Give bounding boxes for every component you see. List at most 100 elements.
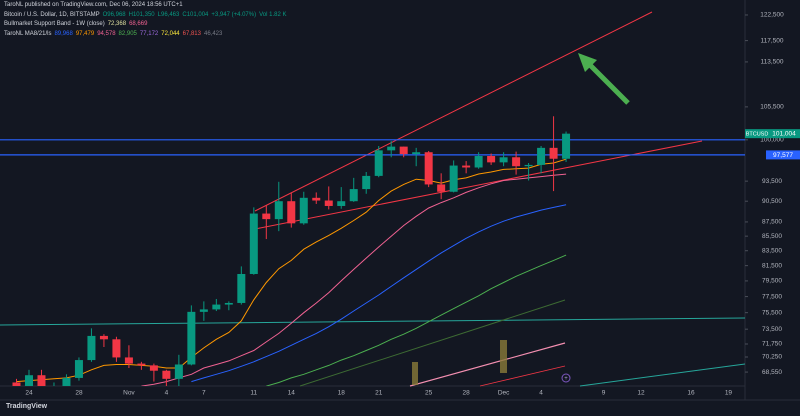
x-tick-label: 28 bbox=[463, 390, 471, 397]
candle-body bbox=[362, 175, 371, 190]
trend-line bbox=[254, 11, 653, 212]
candle-body bbox=[274, 201, 283, 220]
candle-body bbox=[212, 304, 221, 310]
candle-body bbox=[299, 197, 308, 224]
candle-body bbox=[337, 201, 346, 206]
price-tag-symbol: BTCUSD bbox=[746, 131, 769, 137]
y-tick-label: 87,500 bbox=[762, 219, 782, 226]
ma-line bbox=[191, 204, 567, 383]
candle-body bbox=[87, 335, 96, 361]
ohlc-value: H101,350 bbox=[128, 11, 155, 18]
band-box bbox=[412, 362, 418, 385]
y-tick-label: 122,500 bbox=[760, 12, 784, 19]
candle-body bbox=[499, 157, 508, 163]
indicator-value: 82,905 bbox=[118, 30, 137, 37]
x-tick-label: 14 bbox=[288, 390, 296, 397]
candle-body bbox=[487, 156, 496, 163]
y-tick-label: 68,550 bbox=[762, 369, 782, 376]
candle-body bbox=[37, 375, 46, 386]
candle-body bbox=[62, 377, 71, 386]
x-tick-label: 9 bbox=[602, 390, 606, 397]
ohlc-value: O96,968 bbox=[102, 11, 126, 18]
x-tick-label: 19 bbox=[725, 390, 733, 397]
y-tick-label: 85,500 bbox=[762, 233, 782, 240]
candle-body bbox=[224, 302, 233, 305]
x-tick-label: 18 bbox=[338, 390, 346, 397]
price-tag-label: 101,004 bbox=[772, 131, 796, 138]
candle-body bbox=[99, 335, 108, 340]
band-row: Bullmarket Support Band - 1W (close) 72,3… bbox=[4, 20, 289, 30]
indicator-value: 77,172 bbox=[139, 30, 159, 37]
candle-body bbox=[399, 146, 408, 155]
x-tick-label: 24 bbox=[25, 390, 33, 397]
candle-body bbox=[162, 370, 171, 379]
y-tick-label: 105,500 bbox=[760, 104, 784, 111]
x-tick-label: 16 bbox=[687, 390, 695, 397]
indicator-value: 68,669 bbox=[129, 21, 148, 27]
x-tick-label: 7 bbox=[202, 390, 206, 397]
candle-body bbox=[137, 363, 146, 366]
y-tick-label: 75,500 bbox=[762, 309, 782, 316]
y-tick-label: 117,500 bbox=[760, 37, 783, 44]
candle-body bbox=[287, 201, 296, 224]
candle-body bbox=[262, 213, 271, 220]
support-line bbox=[0, 317, 746, 326]
footer-bar bbox=[0, 400, 800, 416]
candle-body bbox=[387, 146, 396, 151]
candle-body bbox=[437, 184, 446, 192]
candle-body bbox=[312, 197, 321, 201]
y-tick-label: 79,500 bbox=[762, 278, 782, 285]
y-tick-label: 83,500 bbox=[762, 247, 782, 254]
ma-line bbox=[141, 173, 567, 386]
event-icon bbox=[561, 373, 571, 383]
x-tick-label: 12 bbox=[637, 390, 645, 397]
y-tick-label: 71,750 bbox=[762, 341, 782, 348]
indicator-value: 72,368 bbox=[107, 21, 127, 27]
band-box bbox=[500, 340, 507, 373]
ma-line bbox=[266, 254, 567, 386]
candle-body bbox=[462, 165, 471, 168]
candle-body bbox=[199, 309, 208, 312]
ma-line bbox=[299, 299, 566, 387]
y-tick-label: 90,500 bbox=[762, 198, 782, 205]
arrow-shaft bbox=[586, 61, 630, 105]
indicator-value: 46,423 bbox=[203, 30, 223, 37]
candle-body bbox=[537, 147, 546, 165]
publisher: TaroNL published on TradingView.com, Dec… bbox=[4, 2, 183, 8]
y-tick-label: 73,500 bbox=[762, 326, 782, 333]
x-tick-label: 21 bbox=[375, 390, 383, 397]
indicator-value: 67,813 bbox=[182, 30, 201, 37]
ma-line bbox=[16, 158, 567, 383]
candle-body bbox=[524, 164, 533, 167]
ohlc-value: +3,947 (+4.07%) bbox=[211, 11, 257, 18]
band-line bbox=[579, 363, 746, 387]
legend: TaroNL published on TradingView.com, Dec… bbox=[4, 1, 289, 39]
level-tag bbox=[766, 150, 800, 160]
candle-body bbox=[124, 357, 133, 364]
indicator-name: Bullmarket Support Band - 1W (close) bbox=[4, 21, 105, 27]
candle-body bbox=[12, 382, 21, 386]
ohlc-value: L96,463 bbox=[157, 11, 180, 18]
y-tick-label: 77,500 bbox=[762, 293, 782, 300]
ohlc-value: C101,004 bbox=[182, 11, 209, 18]
ohlc-value: Vol 1.82 K bbox=[259, 11, 287, 18]
brand: TradingView bbox=[6, 403, 48, 410]
y-tick-label: 113,500 bbox=[760, 59, 783, 66]
x-tick-label: Dec bbox=[498, 390, 510, 397]
candle-body bbox=[349, 189, 358, 202]
indicator-value: 94,578 bbox=[97, 30, 116, 37]
event-icon-plus: + bbox=[564, 376, 568, 382]
trend-line bbox=[254, 140, 703, 230]
y-tick-label: 100,000 bbox=[760, 137, 784, 144]
candle-body bbox=[237, 273, 246, 303]
y-tick-label: 70,250 bbox=[762, 354, 782, 361]
candle-body bbox=[412, 152, 421, 155]
indicator-value: 97,479 bbox=[75, 30, 95, 37]
indicator-name: TaroNL MA8/21/ls bbox=[4, 30, 52, 37]
indicator-value: 72,044 bbox=[161, 30, 180, 37]
candle-body bbox=[74, 360, 83, 378]
x-tick-label: 11 bbox=[250, 390, 257, 397]
candle-body bbox=[424, 152, 433, 185]
